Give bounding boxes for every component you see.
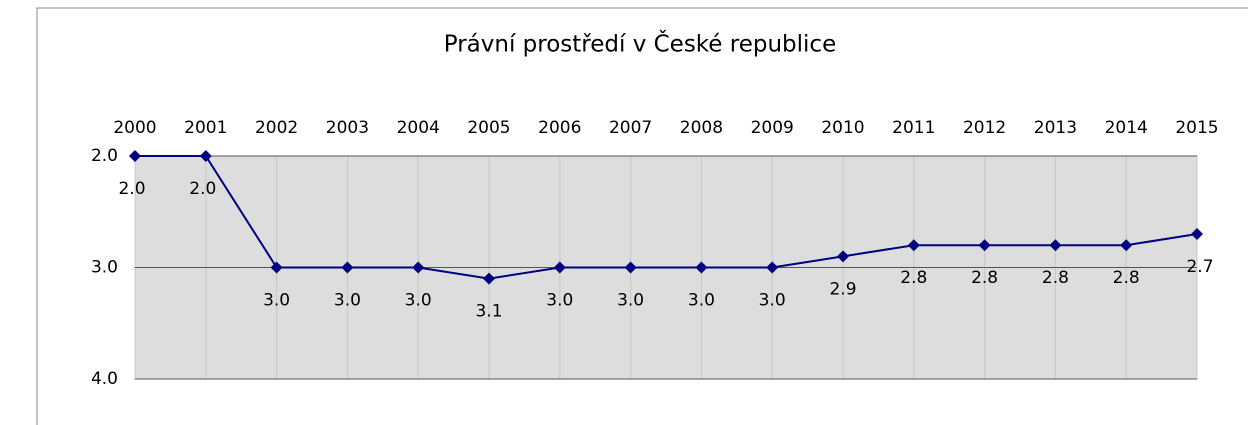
x-tick-label: 2003 [326, 118, 369, 138]
x-tick-label: 2001 [184, 118, 227, 138]
data-label: 3.1 [475, 302, 502, 322]
data-marker [412, 261, 425, 274]
data-label: 2.7 [1186, 257, 1213, 277]
data-marker [978, 239, 991, 252]
data-marker [129, 150, 141, 162]
x-tick-label: 2002 [255, 118, 298, 138]
x-tick-label: 2004 [397, 118, 440, 138]
data-label: 2.8 [1113, 268, 1140, 288]
data-marker [1191, 228, 1203, 241]
y-tick-label: 3.0 [91, 258, 118, 278]
data-marker [199, 150, 212, 162]
x-tick-label: 2007 [609, 118, 652, 138]
x-tick-label: 2011 [892, 118, 935, 138]
x-tick-label: 2010 [821, 118, 864, 138]
data-label: 2.0 [118, 179, 145, 199]
x-tick-label: 2015 [1175, 118, 1218, 138]
data-label: 3.0 [334, 291, 361, 311]
data-marker [837, 250, 849, 263]
data-label: 2.8 [900, 268, 927, 288]
data-marker [1049, 239, 1062, 252]
data-label: 3.0 [546, 291, 573, 311]
chart-title: Právní prostředí v České republice [444, 30, 836, 58]
data-marker [624, 261, 637, 274]
data-marker [270, 261, 283, 274]
data-label: 3.0 [263, 291, 290, 311]
x-tick-label: 2013 [1034, 118, 1077, 138]
x-tick-label: 2012 [963, 118, 1006, 138]
data-label: 3.0 [617, 291, 644, 311]
data-marker [695, 261, 708, 274]
x-tick-label: 2005 [467, 118, 510, 138]
data-label: 3.0 [405, 291, 432, 311]
data-marker [766, 261, 779, 274]
data-marker [553, 261, 566, 274]
data-marker [1120, 239, 1133, 252]
data-marker [483, 272, 495, 285]
data-label: 2.0 [189, 179, 216, 199]
data-marker [907, 239, 920, 252]
series-line [135, 155, 1198, 280]
y-tick-label: 2.0 [91, 146, 118, 166]
data-label: 3.0 [759, 291, 786, 311]
data-label: 2.9 [829, 279, 856, 299]
x-tick-label: 2009 [751, 118, 794, 138]
data-label: 2.8 [971, 268, 998, 288]
y-tick-label: 4.0 [91, 369, 118, 389]
data-marker [341, 261, 354, 274]
data-label: 3.0 [688, 291, 715, 311]
data-label: 2.8 [1042, 268, 1069, 288]
x-tick-label: 2000 [113, 118, 156, 138]
x-tick-label: 2008 [680, 118, 723, 138]
x-tick-label: 2014 [1105, 118, 1148, 138]
x-tick-label: 2006 [538, 118, 581, 138]
